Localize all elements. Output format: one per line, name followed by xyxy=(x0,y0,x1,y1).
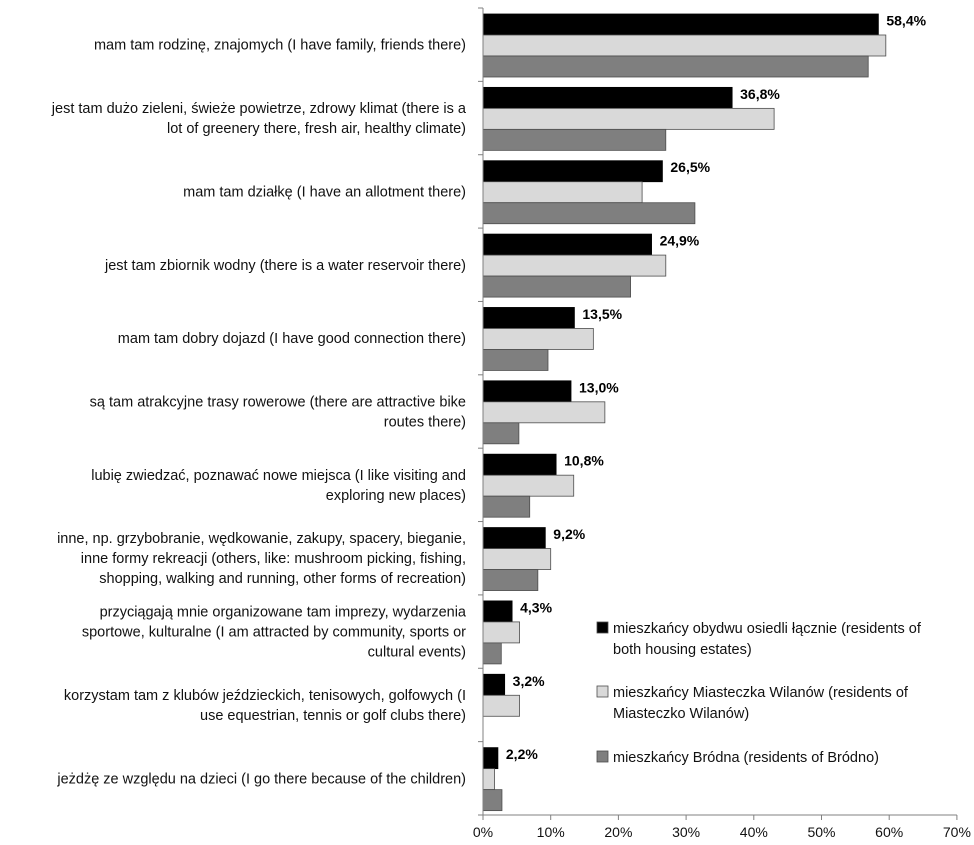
data-label: 13,5% xyxy=(582,306,622,322)
bar-series-1 xyxy=(482,86,733,109)
x-tick-label: 70% xyxy=(943,824,971,840)
data-label: 9,2% xyxy=(553,526,585,542)
category-label: jeżdżę ze względu na dzieci (I go there … xyxy=(56,771,466,787)
bar-series-3 xyxy=(482,789,503,812)
category-label: mam tam rodzinę, znajomych (I have famil… xyxy=(94,38,466,54)
bar-series-3 xyxy=(482,495,531,518)
category-label: mam tam dobry dojazd (I have good connec… xyxy=(118,331,466,347)
bar-series-1 xyxy=(482,453,557,476)
data-label: 26,5% xyxy=(670,159,710,175)
data-label: 36,8% xyxy=(740,86,780,102)
bar-series-3 xyxy=(482,55,869,78)
bar-series-3 xyxy=(482,275,631,298)
data-label: 13,0% xyxy=(579,379,619,395)
bar-series-1 xyxy=(482,160,663,183)
bar-series-2 xyxy=(482,34,887,57)
data-label: 3,2% xyxy=(513,673,545,689)
category-label: mam tam działkę (I have an allotment the… xyxy=(183,184,466,200)
bar-series-2 xyxy=(482,474,575,497)
bar-series-3 xyxy=(482,569,539,591)
bar-series-1 xyxy=(482,600,513,623)
legend-entry: mieszkańcy Bródna (residents of Bródno) xyxy=(613,750,879,766)
bar-series-2 xyxy=(482,181,643,204)
category-label: korzystam tam z klubów jeździeckich, ten… xyxy=(64,688,466,724)
category-label: jest tam zbiornik wodny (there is a wate… xyxy=(104,258,466,274)
category-label: jest tam dużo zieleni, świeże powietrze,… xyxy=(51,101,467,137)
x-tick-label: 50% xyxy=(807,824,835,840)
legend-swatch xyxy=(596,621,609,634)
legend-swatch xyxy=(596,750,609,763)
bar-series-1 xyxy=(482,380,572,403)
bar-series-2 xyxy=(482,254,667,277)
category-label: przyciągają mnie organizowane tam imprez… xyxy=(82,605,467,661)
data-label: 58,4% xyxy=(886,13,926,29)
bar-series-2 xyxy=(482,401,606,424)
x-tick-label: 20% xyxy=(604,824,632,840)
x-tick-label: 0% xyxy=(473,824,493,840)
legend: mieszkańcy obydwu osiedli łącznie (resid… xyxy=(596,621,922,766)
bar-series-1 xyxy=(482,233,652,256)
bar-series-3 xyxy=(482,422,520,445)
data-label: 2,2% xyxy=(506,746,538,762)
axes: 0% 10% 20% 30% 40% 50% 60% 70% xyxy=(473,7,971,840)
bar-series-3 xyxy=(482,349,549,371)
bar-series-1 xyxy=(482,13,879,36)
bar-series-2 xyxy=(482,694,520,717)
bar-series-1 xyxy=(482,673,506,696)
bar-series-2 xyxy=(482,621,520,644)
x-tick-label: 10% xyxy=(537,824,565,840)
x-tick-label: 30% xyxy=(672,824,700,840)
category-label: lubię zwiedzać, poznawać nowe miejsca (I… xyxy=(91,468,466,504)
bar-series-1 xyxy=(482,747,499,770)
legend-entry: mieszkańcy obydwu osiedli łącznie (resid… xyxy=(613,621,922,658)
bar-series-1 xyxy=(482,527,546,549)
bar-series-2 xyxy=(482,548,552,570)
legend-entry: mieszkańcy Miasteczka Wilanów (residents… xyxy=(613,685,909,722)
bar-series-3 xyxy=(482,642,502,665)
category-label: inne, np. grzybobranie, wędkowanie, zaku… xyxy=(57,531,466,587)
category-label: są tam atrakcyjne trasy rowerowe (there … xyxy=(90,395,466,431)
bars: 58,4% 36,8% 26,5% 24,9% 13,5% 13,0% 10,8% 9,2% 4… xyxy=(482,13,927,812)
bar-series-3 xyxy=(482,128,667,151)
data-label: 4,3% xyxy=(520,599,552,615)
bar-series-3 xyxy=(482,202,696,225)
category-labels: mam tam rodzinę, znajomych (I have famil… xyxy=(51,38,467,788)
bar-series-2 xyxy=(482,328,594,350)
data-label: 24,9% xyxy=(660,233,700,249)
x-tick-label: 60% xyxy=(875,824,903,840)
legend-swatch xyxy=(596,685,609,698)
x-tick-label: 40% xyxy=(740,824,768,840)
bar-series-2 xyxy=(482,107,775,130)
bar-series-1 xyxy=(482,307,575,329)
data-label: 10,8% xyxy=(564,453,604,469)
bar-series-2 xyxy=(482,768,495,791)
